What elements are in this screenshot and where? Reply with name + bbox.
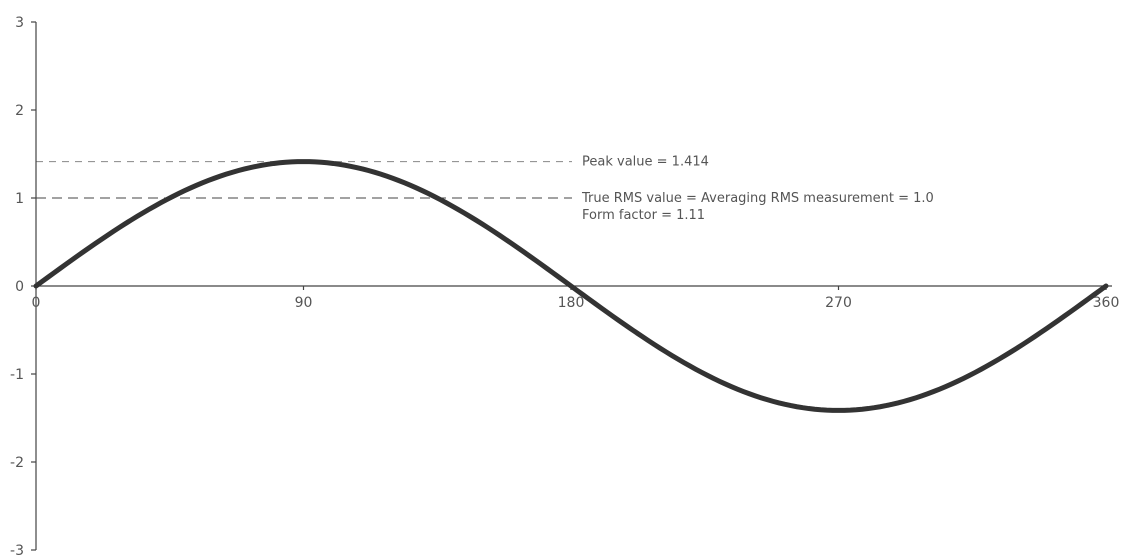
- y-tick-label: -3: [10, 543, 24, 558]
- labels: 3 2 1 0 -1 -2 -3 0 90 180 270 360 Peak value = 1.414…: [10, 15, 1119, 558]
- y-tick-label: 2: [15, 103, 24, 119]
- reference-lines: [36, 161, 572, 199]
- y-tick-label: 1: [15, 191, 24, 207]
- x-tick-label: 0: [32, 295, 41, 311]
- y-tick-label: -1: [10, 367, 24, 383]
- y-tick-label: 3: [15, 15, 24, 31]
- y-tick-label: 0: [15, 279, 24, 295]
- y-tick-label: -2: [10, 455, 24, 471]
- rms-value-label: True RMS value = Averaging RMS measureme…: [581, 191, 934, 206]
- x-tick-label: 360: [1093, 295, 1120, 311]
- x-tick-label: 180: [558, 295, 585, 311]
- series-layer: [33, 159, 1109, 413]
- x-tick-label: 90: [295, 295, 313, 311]
- form-factor-label: Form factor = 1.11: [582, 208, 705, 223]
- peak-value-label: Peak value = 1.414: [582, 155, 709, 170]
- x-tick-label: 270: [825, 295, 852, 311]
